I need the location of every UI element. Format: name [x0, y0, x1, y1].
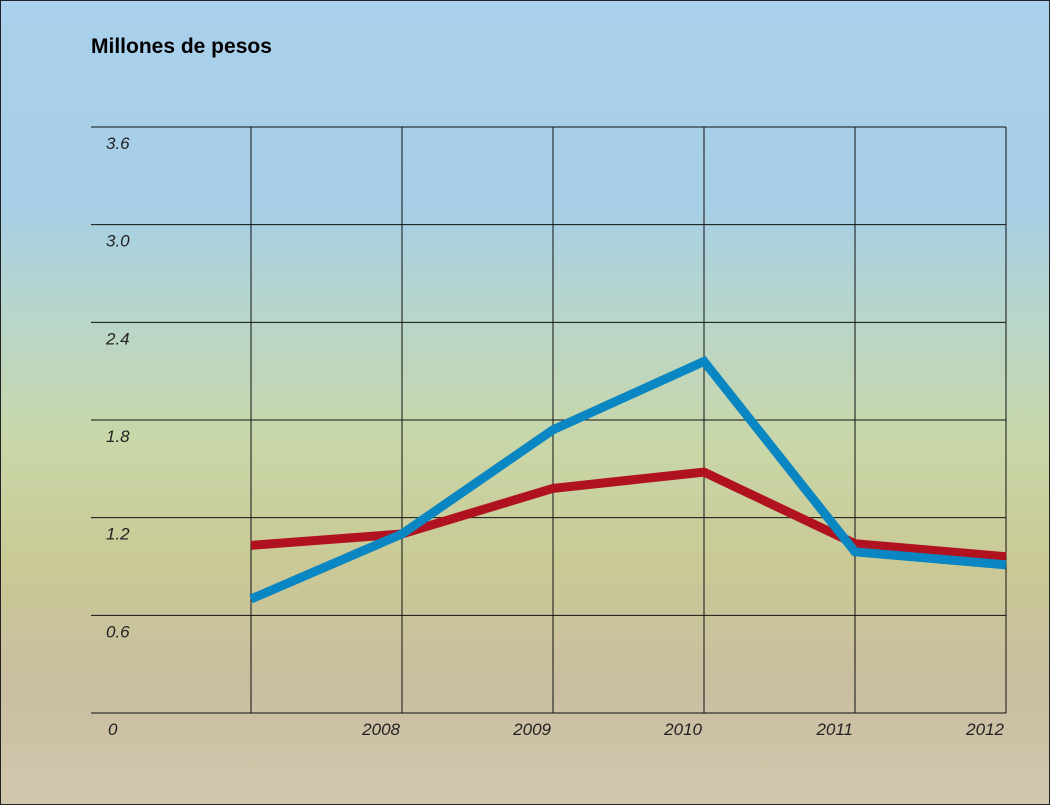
chart-title: Millones de pesos	[91, 35, 272, 58]
y-tick-label: 1.8	[106, 427, 130, 446]
y-tick-label: 1.2	[106, 525, 130, 544]
x-tick-label: 2010	[663, 720, 702, 739]
x-tick-label: 2009	[512, 720, 551, 739]
data-line	[250, 467, 1007, 562]
y-tick-label: 0.6	[106, 622, 130, 641]
x-tick-label: 2008	[361, 720, 400, 739]
y-tick-label: 2.4	[105, 329, 130, 348]
x-tick-label: 2011	[815, 720, 853, 739]
y-tick-label: 3.0	[106, 232, 130, 251]
y-tick-label: 3.6	[106, 134, 130, 153]
x-tick-label: 2012	[965, 720, 1004, 739]
data-line	[249, 355, 1007, 604]
y-tick-label: 0	[108, 720, 118, 739]
